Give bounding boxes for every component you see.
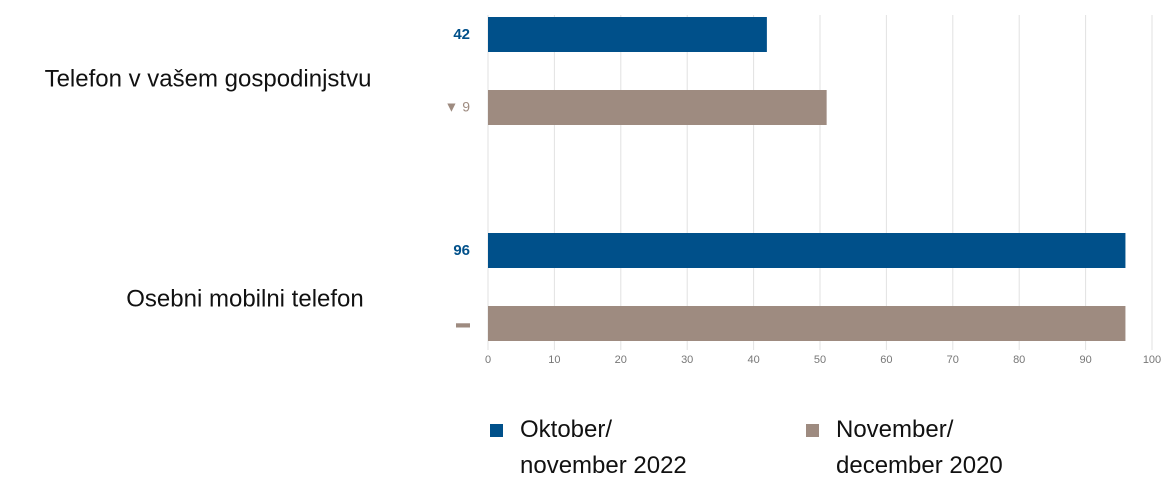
category-label: Telefon v vašem gospodinjstvu: [45, 65, 372, 92]
bar: [488, 90, 827, 125]
bar: [488, 306, 1126, 341]
legend-label: November/ december 2020: [836, 416, 1003, 477]
chart: 0 10 20 30 40 50 60 70 80 90 100 Telefon v vašem go…: [45, 15, 1161, 366]
x-tick-label: 90: [1079, 354, 1091, 366]
change-label: ▼ 9: [444, 99, 470, 115]
x-tick-label: 60: [880, 354, 892, 366]
value-label: 96: [453, 242, 470, 259]
x-tick-label: 80: [1013, 354, 1025, 366]
x-tick-label: 50: [814, 354, 826, 366]
x-tick-label: 10: [548, 354, 560, 366]
x-tick-label: 20: [615, 354, 627, 366]
x-tick-label: 70: [947, 354, 959, 366]
category-label: Osebni mobilni telefon: [126, 285, 363, 312]
x-tick-label: 30: [681, 354, 693, 366]
value-label: 42: [453, 26, 470, 43]
x-tick-label: 0: [485, 354, 491, 366]
bar: [488, 233, 1126, 268]
legend-label: Oktober/ november 2022: [520, 416, 687, 477]
x-tick-label: 40: [747, 354, 759, 366]
legend-swatch: [490, 424, 503, 437]
x-tick-label: 100: [1143, 354, 1161, 366]
change-label: ▬: [456, 315, 470, 331]
legend-swatch: [806, 424, 819, 437]
bar: [488, 17, 767, 52]
